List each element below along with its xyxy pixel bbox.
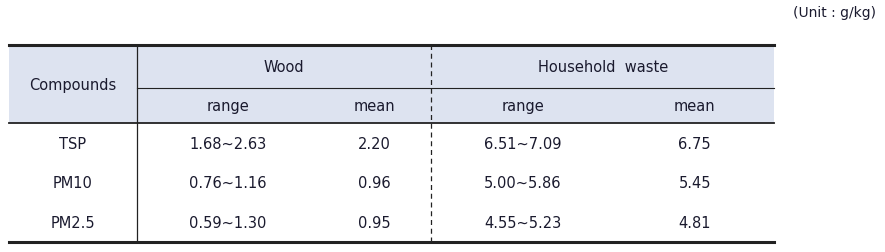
Text: 1.68~2.63: 1.68~2.63 (189, 136, 266, 151)
Text: mean: mean (354, 99, 396, 114)
Text: Wood: Wood (264, 59, 304, 74)
Text: 4.55~5.23: 4.55~5.23 (484, 215, 562, 230)
Text: mean: mean (673, 99, 716, 114)
Text: 4.81: 4.81 (679, 215, 711, 230)
Text: 0.76~1.16: 0.76~1.16 (189, 175, 266, 191)
Text: PM2.5: PM2.5 (50, 215, 96, 230)
Text: Household  waste: Household waste (537, 59, 668, 74)
Text: 5.45: 5.45 (679, 175, 711, 191)
Text: Compounds: Compounds (29, 77, 117, 92)
Text: range: range (206, 99, 250, 114)
Text: 6.51~7.09: 6.51~7.09 (484, 136, 562, 151)
Text: 5.00~5.86: 5.00~5.86 (484, 175, 562, 191)
Text: (Unit : g/kg): (Unit : g/kg) (793, 6, 876, 20)
Text: range: range (502, 99, 544, 114)
Text: 0.95: 0.95 (358, 215, 391, 230)
Text: 6.75: 6.75 (679, 136, 711, 151)
Bar (9, 45, 774, 124)
Text: 0.96: 0.96 (358, 175, 391, 191)
Text: 2.20: 2.20 (358, 136, 391, 151)
Text: TSP: TSP (59, 136, 87, 151)
Text: 0.59~1.30: 0.59~1.30 (189, 215, 266, 230)
Text: PM10: PM10 (53, 175, 93, 191)
